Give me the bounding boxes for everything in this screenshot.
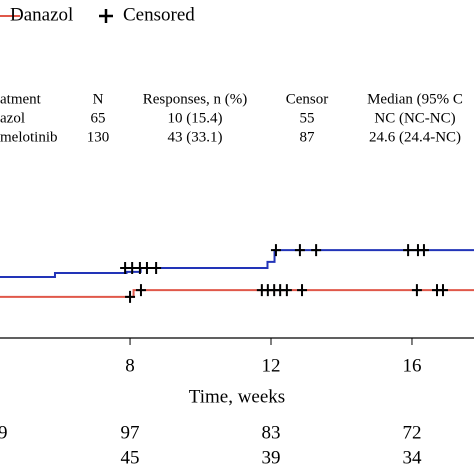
x-tick-label: 12 (262, 355, 281, 376)
risk-count: 83 (262, 422, 281, 443)
table-cell: 55 (300, 110, 315, 126)
censor-mark (297, 284, 308, 297)
censor-mark (311, 244, 322, 257)
table-header: Responses, n (%) (143, 91, 248, 107)
table-header: N (93, 91, 104, 107)
x-tick-label: 8 (125, 355, 135, 376)
censor-mark (270, 244, 281, 257)
risk-count: 39 (262, 447, 281, 468)
censor-mark (125, 290, 136, 303)
risk-count: 97 (121, 422, 140, 443)
table-cell: 43 (33.1) (168, 129, 223, 145)
step-line (0, 249, 474, 279)
table-header: Censor (286, 91, 329, 107)
x-axis-label: Time, weeks (189, 386, 285, 407)
risk-count: 9 (0, 422, 8, 443)
censor-mark (411, 284, 422, 297)
table-cell: 65 (91, 110, 106, 126)
censor-mark (418, 244, 429, 257)
censor-mark (437, 284, 448, 297)
legend-label: Danazol (10, 4, 73, 25)
table-header: Median (95% C (367, 91, 463, 107)
risk-count: 34 (402, 447, 422, 468)
risk-count: 45 (121, 447, 140, 468)
censor-mark (135, 284, 146, 297)
table-cell: azol (0, 110, 25, 126)
x-tick-label: 16 (402, 355, 421, 376)
censor-mark (281, 284, 292, 297)
table-cell: 24.6 (24.4-NC) (369, 129, 461, 145)
legend-label: Censored (123, 4, 195, 25)
legend-censor-icon (99, 9, 113, 23)
table-header: atment (0, 91, 42, 107)
table-cell: NC (NC-NC) (374, 110, 455, 126)
censor-mark (403, 244, 414, 257)
step-line (0, 289, 474, 298)
table-cell: 87 (300, 129, 316, 145)
table-cell: 130 (87, 129, 110, 145)
censor-mark (141, 262, 152, 274)
table-cell: melotinib (0, 129, 58, 145)
table-cell: 10 (15.4) (168, 110, 223, 126)
censor-mark (151, 262, 162, 274)
risk-count: 72 (402, 422, 421, 443)
censor-mark (294, 244, 305, 257)
